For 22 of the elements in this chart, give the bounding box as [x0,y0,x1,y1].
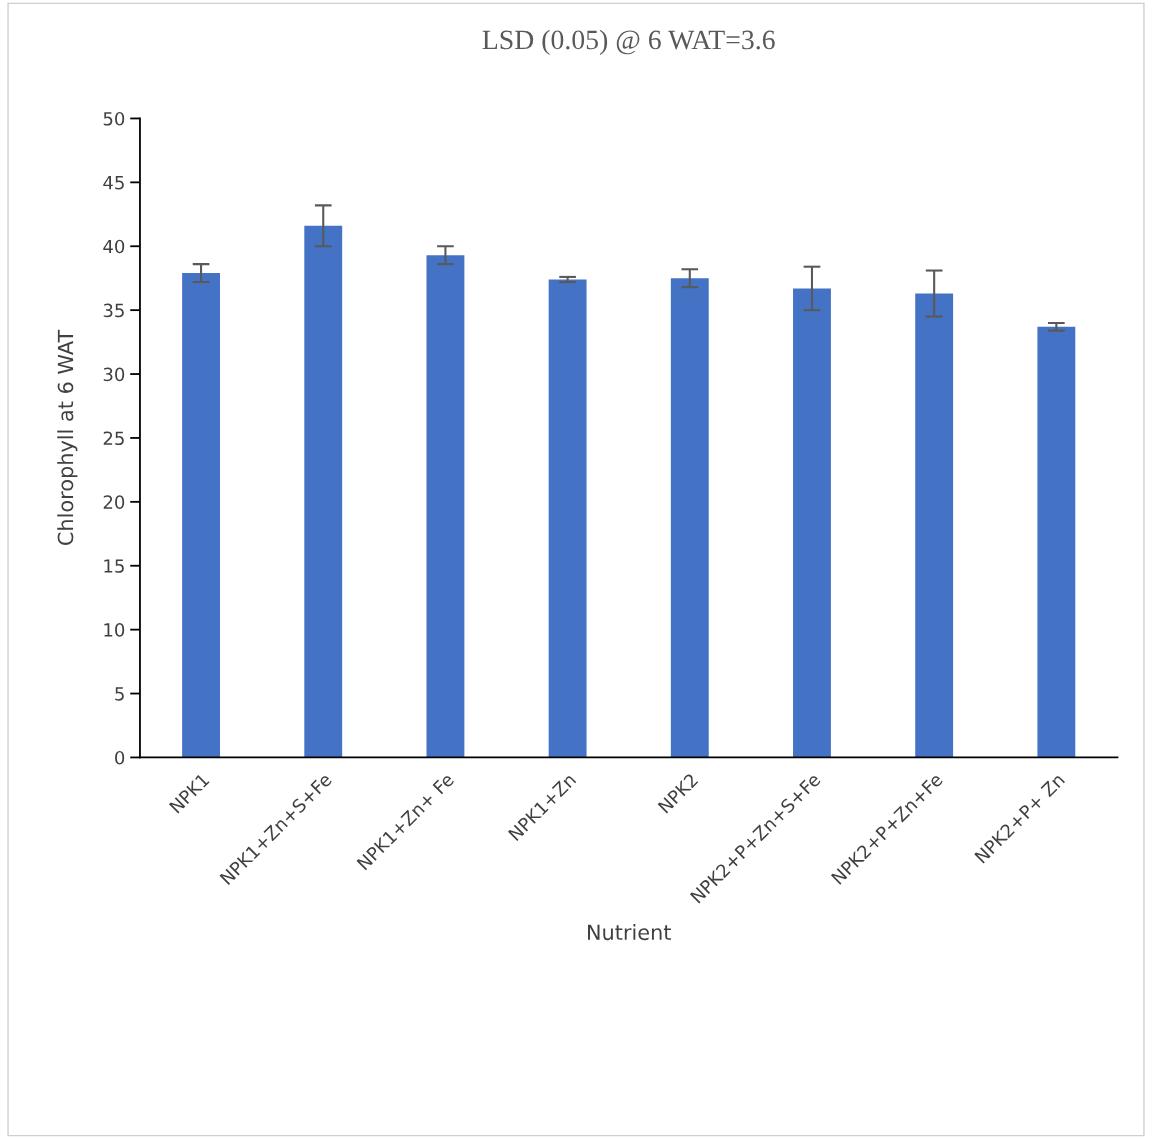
y-axis-title: Chlorophyll at 6 WAT [57,329,78,545]
y-tick-label: 45 [103,176,124,190]
bar [426,255,465,758]
y-tick-label: 20 [103,495,125,509]
bar [304,225,343,758]
y-tick-label: 10 [104,623,125,637]
y-tick-label: 30 [103,367,125,382]
bar [670,278,709,758]
bar [1037,326,1076,758]
bar [182,273,220,758]
y-tick-label: 15 [104,559,124,573]
chart-title: LSD (0.05) @ 6 WAT=3.6 [482,29,775,55]
y-tick-label: 0 [115,750,125,765]
y-tick-label: 40 [103,239,125,254]
x-axis-title: Nutrient [588,924,671,941]
bar [793,288,831,758]
bar [915,293,954,758]
y-tick-label: 50 [103,111,125,126]
bar [548,279,587,758]
y-tick-label: 35 [103,303,124,318]
y-tick-label: 25 [103,431,124,446]
y-tick-label: 5 [115,687,124,701]
